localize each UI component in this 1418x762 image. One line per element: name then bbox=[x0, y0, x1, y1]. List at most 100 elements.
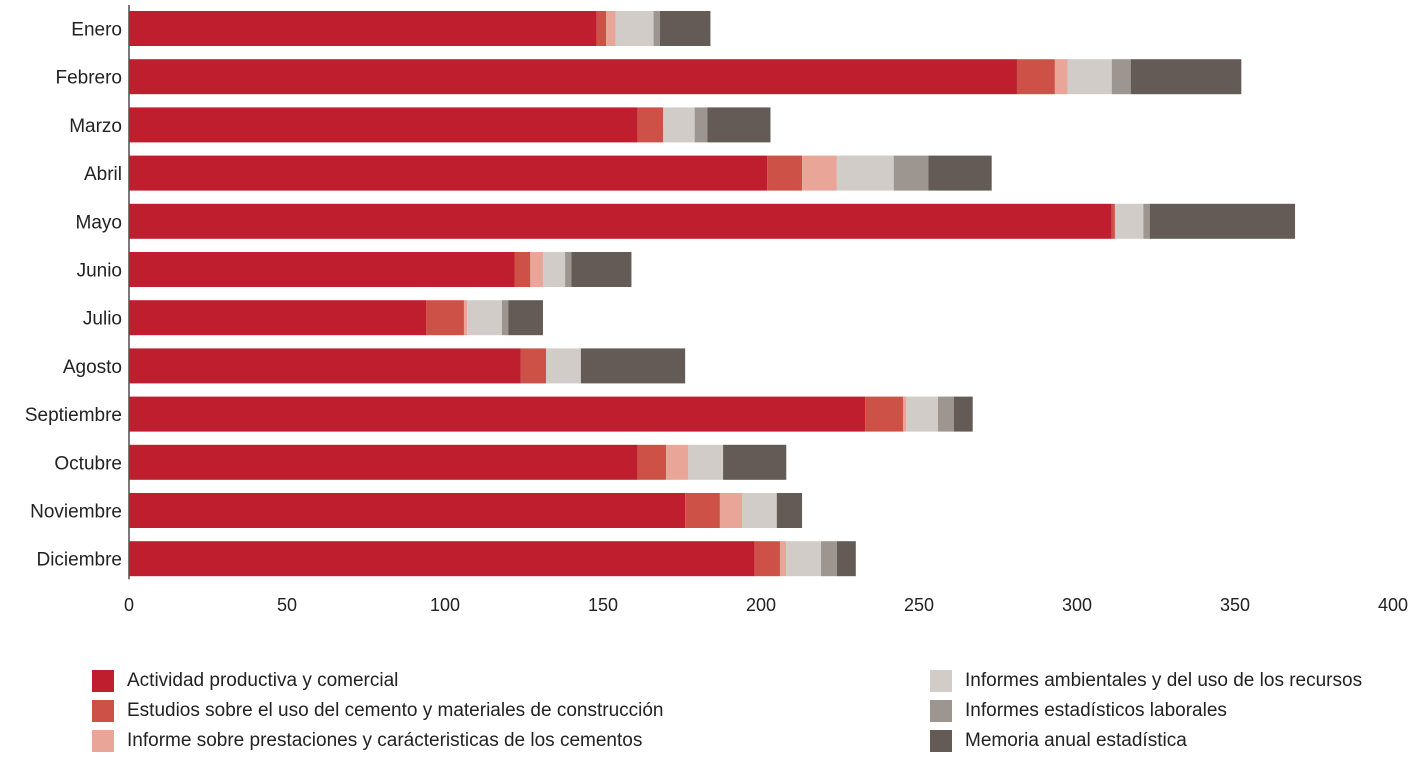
bar-segment bbox=[129, 203, 1112, 239]
bar-segment bbox=[707, 107, 771, 143]
bar-segment bbox=[514, 252, 531, 287]
legend-swatch bbox=[930, 700, 952, 722]
bar-segment bbox=[129, 493, 686, 528]
bar-segment bbox=[694, 107, 708, 143]
category-label: Agosto bbox=[63, 357, 122, 378]
bar-segment bbox=[615, 11, 654, 46]
legend-item-actividad: Actividad productiva y comercial bbox=[92, 666, 664, 696]
bar-segment bbox=[1111, 203, 1115, 239]
bar-segment bbox=[1067, 59, 1112, 95]
x-tick-label: 100 bbox=[430, 595, 460, 615]
bar-segment bbox=[129, 541, 755, 577]
bar-segment bbox=[836, 541, 856, 577]
legend-item-prestaciones: Informe sobre prestaciones y carácterist… bbox=[92, 726, 664, 756]
bar-segment bbox=[129, 444, 638, 480]
category-label: Mayo bbox=[76, 212, 122, 233]
x-tick-label: 400 bbox=[1378, 595, 1408, 615]
legend-left-column: Actividad productiva y comercial Estudio… bbox=[92, 666, 664, 756]
bar-segment bbox=[1054, 59, 1068, 95]
bar-segment bbox=[821, 541, 837, 577]
bar-segment bbox=[953, 396, 973, 432]
legend-swatch bbox=[92, 670, 114, 692]
bar-segment bbox=[546, 348, 581, 384]
bar-segment bbox=[1149, 203, 1296, 239]
bar-segment bbox=[1143, 203, 1150, 239]
legend-item-memoria: Memoria anual estadística bbox=[930, 726, 1362, 756]
category-label: Junio bbox=[77, 261, 122, 282]
category-label: Abril bbox=[84, 164, 122, 185]
x-tick-label: 150 bbox=[588, 595, 618, 615]
stacked-bar-chart: Enero Febrero Marzo Abril Mayo Junio Julio Agos… bbox=[25, 5, 1408, 615]
bar-segment bbox=[776, 493, 803, 528]
bar-segment bbox=[580, 348, 686, 384]
legend-swatch bbox=[92, 700, 114, 722]
bar-segment bbox=[893, 155, 929, 191]
category-label: Julio bbox=[83, 309, 122, 330]
bar-segment bbox=[659, 11, 711, 46]
legend-label: Informes ambientales y del uso de los re… bbox=[965, 670, 1363, 691]
bar-segment bbox=[1130, 59, 1242, 95]
bar-segment bbox=[542, 252, 566, 287]
legend-right-column: Informes ambientales y del uso de los re… bbox=[930, 666, 1362, 756]
x-tick-label: 50 bbox=[277, 595, 297, 615]
category-label: Marzo bbox=[69, 116, 122, 137]
x-tick-label: 300 bbox=[1062, 595, 1092, 615]
legend-label: Estudios sobre el uso del cemento y mate… bbox=[127, 700, 664, 721]
category-label: Octubre bbox=[54, 453, 122, 474]
bar-segment bbox=[508, 300, 543, 336]
category-label: Febrero bbox=[55, 68, 122, 89]
bar-segment bbox=[653, 11, 660, 46]
bar-segment bbox=[606, 11, 616, 46]
bar-segment bbox=[865, 396, 904, 432]
bar-segment bbox=[129, 348, 521, 384]
legend-swatch bbox=[930, 730, 952, 752]
bar-segment bbox=[596, 11, 607, 46]
bar-segment bbox=[1111, 59, 1131, 95]
bar-segment bbox=[463, 300, 468, 336]
bar-segment bbox=[129, 396, 866, 432]
bar-segment bbox=[637, 107, 664, 143]
bar-segment bbox=[565, 252, 572, 287]
bar-segment bbox=[786, 541, 822, 577]
category-label: Enero bbox=[71, 20, 122, 41]
bar-segment bbox=[129, 300, 427, 336]
bar-segment bbox=[742, 493, 777, 528]
bar-segment bbox=[754, 541, 780, 577]
bar-segment bbox=[719, 493, 743, 528]
bar-segment bbox=[723, 444, 787, 480]
legend-item-ambientales: Informes ambientales y del uso de los re… bbox=[930, 666, 1362, 696]
category-label: Diciembre bbox=[36, 550, 122, 571]
bar-segment bbox=[129, 155, 768, 191]
bar-segment bbox=[836, 155, 894, 191]
bar-segment bbox=[1114, 203, 1144, 239]
bar-segment bbox=[1016, 59, 1055, 95]
legend-label: Informes estadísticos laborales bbox=[965, 700, 1227, 721]
legend-swatch bbox=[92, 730, 114, 752]
bar-segment bbox=[530, 252, 543, 287]
x-tick-label: 0 bbox=[124, 595, 134, 615]
legend-swatch bbox=[930, 670, 952, 692]
bar-segment bbox=[779, 541, 787, 577]
bar-segment bbox=[571, 252, 632, 287]
bar-segment bbox=[129, 11, 597, 46]
bar-segment bbox=[666, 444, 689, 480]
bar-segment bbox=[129, 107, 638, 143]
category-label: Septiembre bbox=[25, 405, 122, 426]
bar-segment bbox=[928, 155, 992, 191]
bar-segment bbox=[903, 396, 907, 432]
legend-label: Informe sobre prestaciones y carácterist… bbox=[127, 730, 643, 751]
x-tick-label: 250 bbox=[904, 595, 934, 615]
bar-segment bbox=[501, 300, 509, 336]
legend-item-estudios: Estudios sobre el uso del cemento y mate… bbox=[92, 696, 664, 726]
bar-segment bbox=[685, 493, 720, 528]
bar-segment bbox=[637, 444, 667, 480]
bar-segment bbox=[906, 396, 938, 432]
bar-segment bbox=[688, 444, 724, 480]
bar-segment bbox=[802, 155, 837, 191]
bar-segment bbox=[129, 59, 1017, 95]
legend-item-laborales: Informes estadísticos laborales bbox=[930, 696, 1362, 726]
bar-segment bbox=[129, 252, 515, 287]
x-tick-label: 200 bbox=[746, 595, 776, 615]
bar-segment bbox=[767, 155, 803, 191]
bar-segment bbox=[937, 396, 954, 432]
